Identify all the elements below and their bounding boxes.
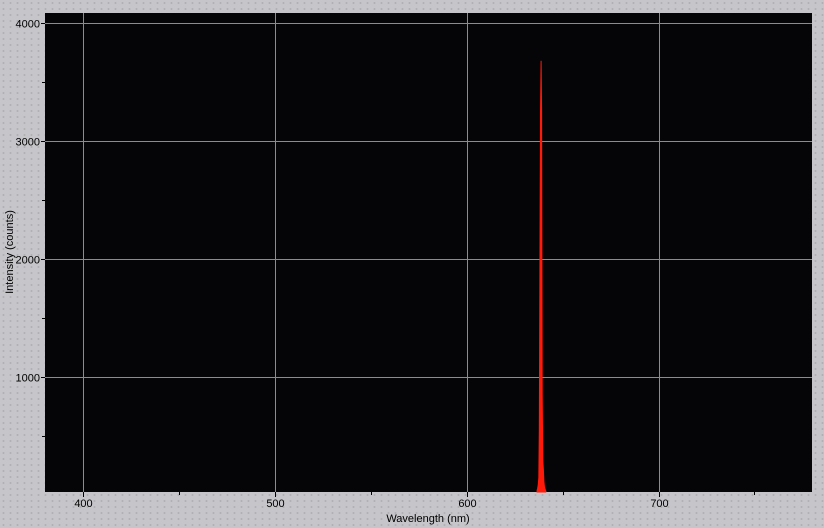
x-tick-label: 400	[74, 498, 92, 510]
y-axis-label: Intensity (counts)	[4, 210, 16, 294]
y-tick-label: 2000	[16, 255, 40, 267]
y-tick-label: 3000	[16, 137, 40, 149]
spectrum-area	[536, 60, 547, 493]
axes: 400 500 600 700 1000 2000 3000 4000	[16, 19, 755, 510]
y-tick-label: 1000	[16, 373, 40, 385]
x-axis-label: Wavelength (nm)	[386, 513, 469, 525]
x-tick-label: 700	[650, 498, 668, 510]
grid	[45, 13, 812, 492]
x-tick-label: 500	[266, 498, 284, 510]
series	[536, 60, 547, 493]
x-tick-label: 600	[458, 498, 476, 510]
plot-area	[45, 13, 812, 492]
y-tick-label: 4000	[16, 19, 40, 31]
